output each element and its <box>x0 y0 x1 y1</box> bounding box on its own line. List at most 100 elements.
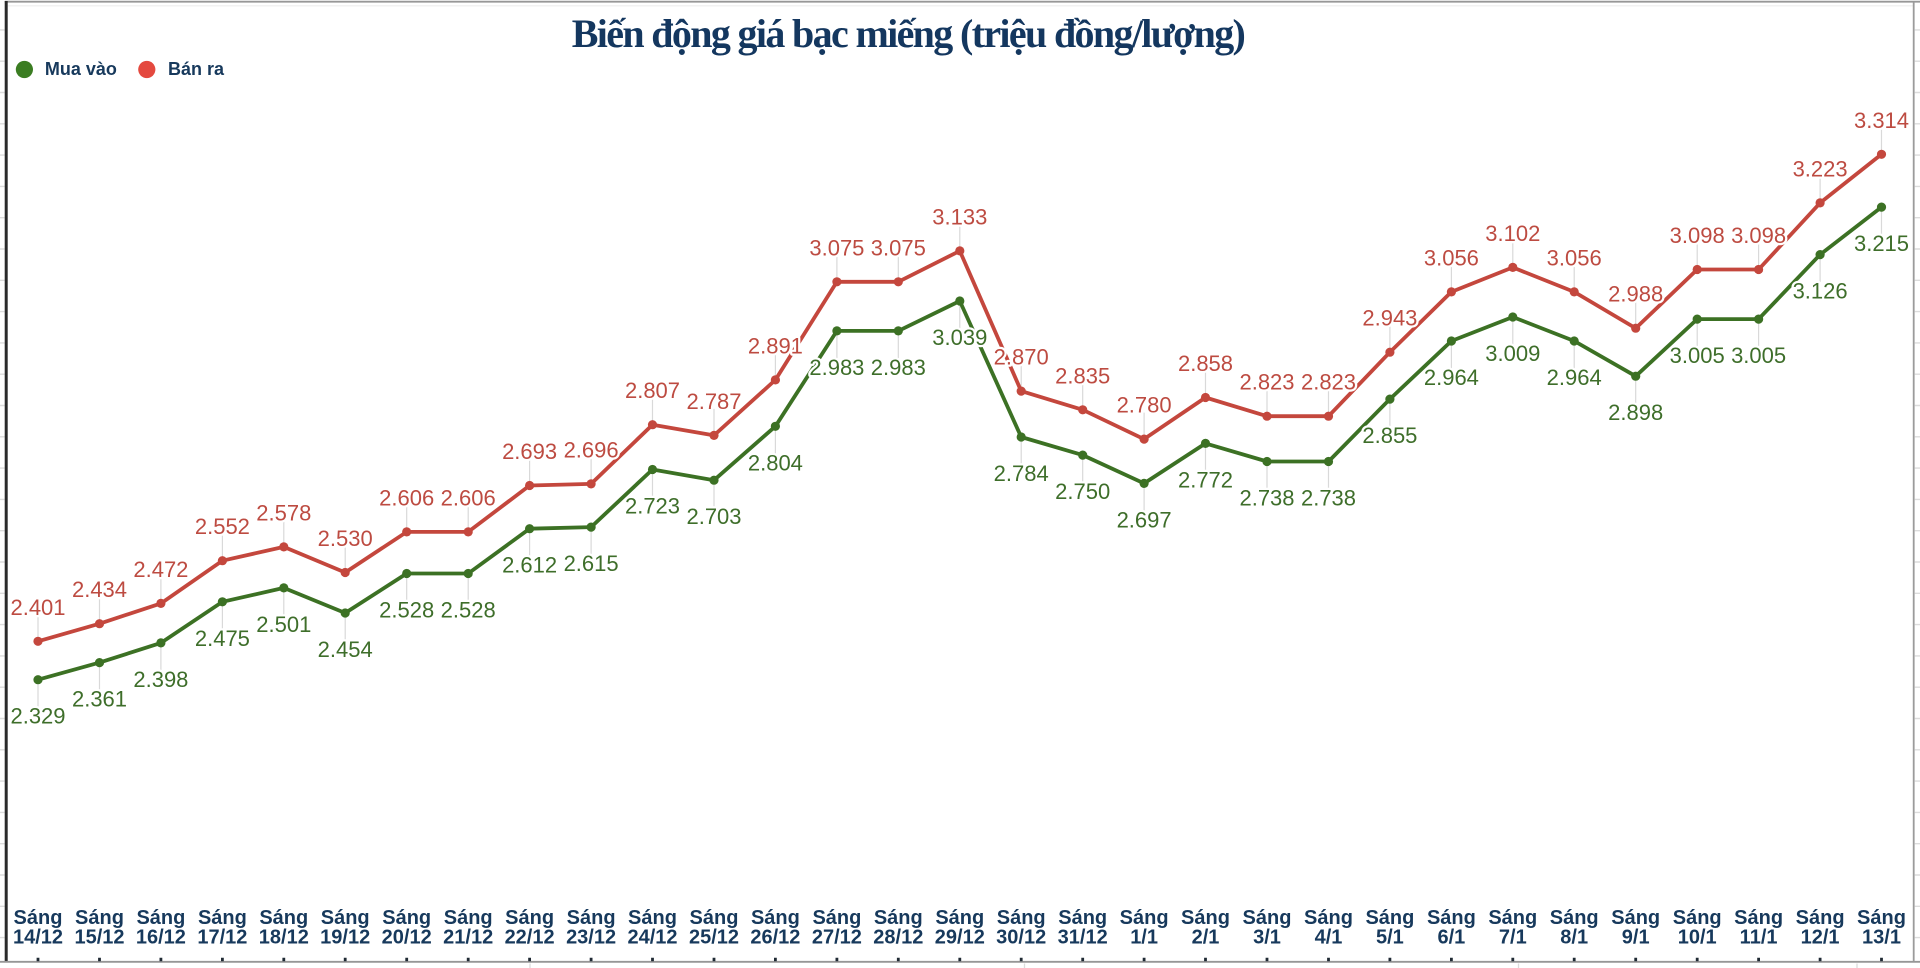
svg-text:25/12: 25/12 <box>689 926 739 948</box>
svg-text:2.361: 2.361 <box>72 687 127 712</box>
svg-text:Sáng: Sáng <box>1734 907 1783 929</box>
svg-text:2.454: 2.454 <box>318 637 373 662</box>
svg-text:1/1: 1/1 <box>1130 926 1158 948</box>
svg-text:6/1: 6/1 <box>1437 926 1465 948</box>
svg-text:Sáng: Sáng <box>1427 907 1476 929</box>
svg-text:Sáng: Sáng <box>1673 907 1722 929</box>
svg-text:2.738: 2.738 <box>1301 486 1356 511</box>
svg-text:2.943: 2.943 <box>1362 306 1417 331</box>
svg-text:2.552: 2.552 <box>195 514 250 539</box>
svg-text:2.750: 2.750 <box>1055 479 1110 504</box>
svg-text:2.612: 2.612 <box>502 553 557 578</box>
svg-text:2.738: 2.738 <box>1239 486 1294 511</box>
svg-text:2.530: 2.530 <box>318 526 373 551</box>
svg-text:3.314: 3.314 <box>1854 108 1909 133</box>
svg-text:3.098: 3.098 <box>1731 223 1786 248</box>
svg-text:Sáng: Sáng <box>874 907 923 929</box>
svg-text:3.005: 3.005 <box>1670 343 1725 368</box>
svg-text:Sáng: Sáng <box>1365 907 1414 929</box>
svg-text:10/1: 10/1 <box>1678 926 1717 948</box>
svg-text:Sáng: Sáng <box>444 907 493 929</box>
svg-text:2.606: 2.606 <box>441 485 496 510</box>
svg-text:2.780: 2.780 <box>1117 393 1172 418</box>
svg-text:2.696: 2.696 <box>564 437 619 462</box>
svg-text:Sáng: Sáng <box>1796 907 1845 929</box>
svg-text:5/1: 5/1 <box>1376 926 1404 948</box>
svg-text:7/1: 7/1 <box>1499 926 1527 948</box>
svg-text:2.855: 2.855 <box>1362 423 1417 448</box>
svg-text:Sáng: Sáng <box>382 907 431 929</box>
svg-text:Sáng: Sáng <box>136 907 185 929</box>
svg-text:3.223: 3.223 <box>1793 156 1848 181</box>
svg-text:2.983: 2.983 <box>871 355 926 380</box>
svg-text:2.475: 2.475 <box>195 626 250 651</box>
svg-text:31/12: 31/12 <box>1058 926 1108 948</box>
svg-text:2.703: 2.703 <box>686 504 741 529</box>
svg-text:Sáng: Sáng <box>1058 907 1107 929</box>
svg-text:16/12: 16/12 <box>136 926 186 948</box>
svg-text:2.988: 2.988 <box>1608 282 1663 307</box>
svg-text:Sáng: Sáng <box>1243 907 1292 929</box>
svg-text:2.578: 2.578 <box>256 500 311 525</box>
svg-text:9/1: 9/1 <box>1622 926 1650 948</box>
svg-text:27/12: 27/12 <box>812 926 862 948</box>
svg-text:2.870: 2.870 <box>994 345 1049 370</box>
svg-text:2.697: 2.697 <box>1117 507 1172 532</box>
svg-text:3.126: 3.126 <box>1793 279 1848 304</box>
svg-text:3.133: 3.133 <box>932 204 987 229</box>
svg-text:Sáng: Sáng <box>198 907 247 929</box>
svg-text:3.098: 3.098 <box>1670 223 1725 248</box>
svg-text:18/12: 18/12 <box>259 926 309 948</box>
svg-text:2.615: 2.615 <box>564 551 619 576</box>
svg-text:21/12: 21/12 <box>443 926 493 948</box>
svg-text:15/12: 15/12 <box>74 926 124 948</box>
svg-text:2.434: 2.434 <box>72 577 127 602</box>
svg-text:4/1: 4/1 <box>1315 926 1343 948</box>
svg-text:2.787: 2.787 <box>686 389 741 414</box>
svg-text:Sáng: Sáng <box>997 907 1046 929</box>
svg-text:8/1: 8/1 <box>1560 926 1588 948</box>
svg-text:2.401: 2.401 <box>10 595 65 620</box>
svg-text:Sáng: Sáng <box>75 907 124 929</box>
svg-text:Biến động giá bạc miếng (triệu: Biến động giá bạc miếng (triệu đồng/lượn… <box>572 11 1245 56</box>
svg-text:2.606: 2.606 <box>379 485 434 510</box>
svg-text:2.804: 2.804 <box>748 450 803 475</box>
svg-text:26/12: 26/12 <box>750 926 800 948</box>
svg-text:3.215: 3.215 <box>1854 231 1909 256</box>
svg-text:2.329: 2.329 <box>10 704 65 729</box>
svg-text:3.075: 3.075 <box>809 235 864 260</box>
svg-text:22/12: 22/12 <box>505 926 555 948</box>
svg-text:Sáng: Sáng <box>1304 907 1353 929</box>
svg-text:Sáng: Sáng <box>1181 907 1230 929</box>
svg-text:Sáng: Sáng <box>628 907 677 929</box>
svg-text:3/1: 3/1 <box>1253 926 1281 948</box>
svg-text:3.056: 3.056 <box>1547 245 1602 270</box>
svg-text:2.898: 2.898 <box>1608 400 1663 425</box>
svg-text:Mua vào: Mua vào <box>45 59 117 79</box>
svg-text:23/12: 23/12 <box>566 926 616 948</box>
svg-text:3.075: 3.075 <box>871 235 926 260</box>
svg-text:Sáng: Sáng <box>812 907 861 929</box>
svg-text:2.784: 2.784 <box>994 461 1049 486</box>
svg-text:2.983: 2.983 <box>809 355 864 380</box>
svg-text:3.056: 3.056 <box>1424 245 1479 270</box>
svg-text:28/12: 28/12 <box>873 926 923 948</box>
svg-text:Sáng: Sáng <box>690 907 739 929</box>
svg-text:2.501: 2.501 <box>256 612 311 637</box>
svg-text:2.964: 2.964 <box>1424 365 1479 390</box>
svg-text:Sáng: Sáng <box>259 907 308 929</box>
svg-text:Sáng: Sáng <box>567 907 616 929</box>
svg-text:3.102: 3.102 <box>1485 221 1540 246</box>
svg-text:Sáng: Sáng <box>1857 907 1906 929</box>
svg-text:2.772: 2.772 <box>1178 467 1233 492</box>
svg-text:14/12: 14/12 <box>13 926 63 948</box>
svg-text:3.009: 3.009 <box>1485 341 1540 366</box>
svg-text:Sáng: Sáng <box>1120 907 1169 929</box>
svg-text:2.823: 2.823 <box>1239 370 1294 395</box>
svg-text:2.858: 2.858 <box>1178 351 1233 376</box>
svg-text:Bán ra: Bán ra <box>168 59 225 79</box>
svg-text:2.528: 2.528 <box>379 598 434 623</box>
svg-text:2.398: 2.398 <box>133 667 188 692</box>
svg-text:2/1: 2/1 <box>1192 926 1220 948</box>
svg-text:Sáng: Sáng <box>751 907 800 929</box>
